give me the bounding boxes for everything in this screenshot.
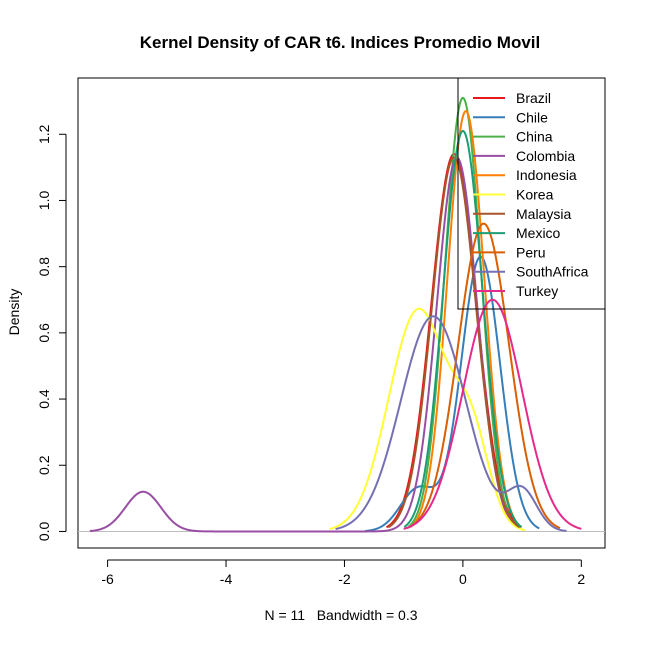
legend-label-chile: Chile [516,109,548,125]
legend-label-turkey: Turkey [516,283,558,299]
legend-label-southafrica: SouthAfrica [516,264,589,280]
y-tick-label: 0.4 [36,389,52,409]
legend-label-peru: Peru [516,244,546,260]
series-line-malaysia [387,156,521,529]
y-tick-label: 1.0 [36,191,52,211]
y-tick-label: 0.2 [36,455,52,475]
y-tick-label: 1.2 [36,124,52,144]
legend-label-colombia: Colombia [516,148,575,164]
series-line-china [408,96,518,528]
series-line-korea [329,307,526,532]
x-tick-label: -6 [101,571,114,587]
legend-label-indonesia: Indonesia [516,167,577,183]
legend-box [457,77,606,310]
x-tick-label: -2 [338,571,351,587]
y-axis: 0.0 0.2 0.4 0.6 0.8 1.0 1.2 [36,124,67,542]
series-line-peru [406,222,561,529]
series-line-turkey [403,298,582,530]
legend-label-mexico: Mexico [516,225,561,241]
x-tick-label: 2 [577,571,585,587]
series-layer [89,96,582,533]
series-line-southafrica [335,315,567,532]
x-axis-label: N = 11 Bandwidth = 0.3 [264,607,417,623]
legend-label-malaysia: Malaysia [516,206,571,222]
legend-label-china: China [516,129,553,145]
series-line-mexico [403,129,523,528]
series-line-indonesia [410,110,522,528]
legend: Brazil Chile China Colombia Indonesia Korea Ma… [457,77,606,310]
series-line-chile [364,255,540,532]
x-axis: -6 -4 -2 0 2 [101,559,585,587]
chart-title: Kernel Density of CAR t6. Indices Promed… [140,33,541,52]
x-tick-label: -4 [220,571,233,587]
legend-label-korea: Korea [516,187,554,203]
y-tick-label: 0.6 [36,323,52,343]
y-tick-label: 0.0 [36,522,52,542]
y-axis-label: Density [6,289,22,336]
legend-label-brazil: Brazil [516,90,551,106]
series-line-colombia [89,156,518,533]
x-tick-label: 0 [459,571,467,587]
plot-frame [77,77,606,549]
y-tick-label: 0.8 [36,257,52,277]
